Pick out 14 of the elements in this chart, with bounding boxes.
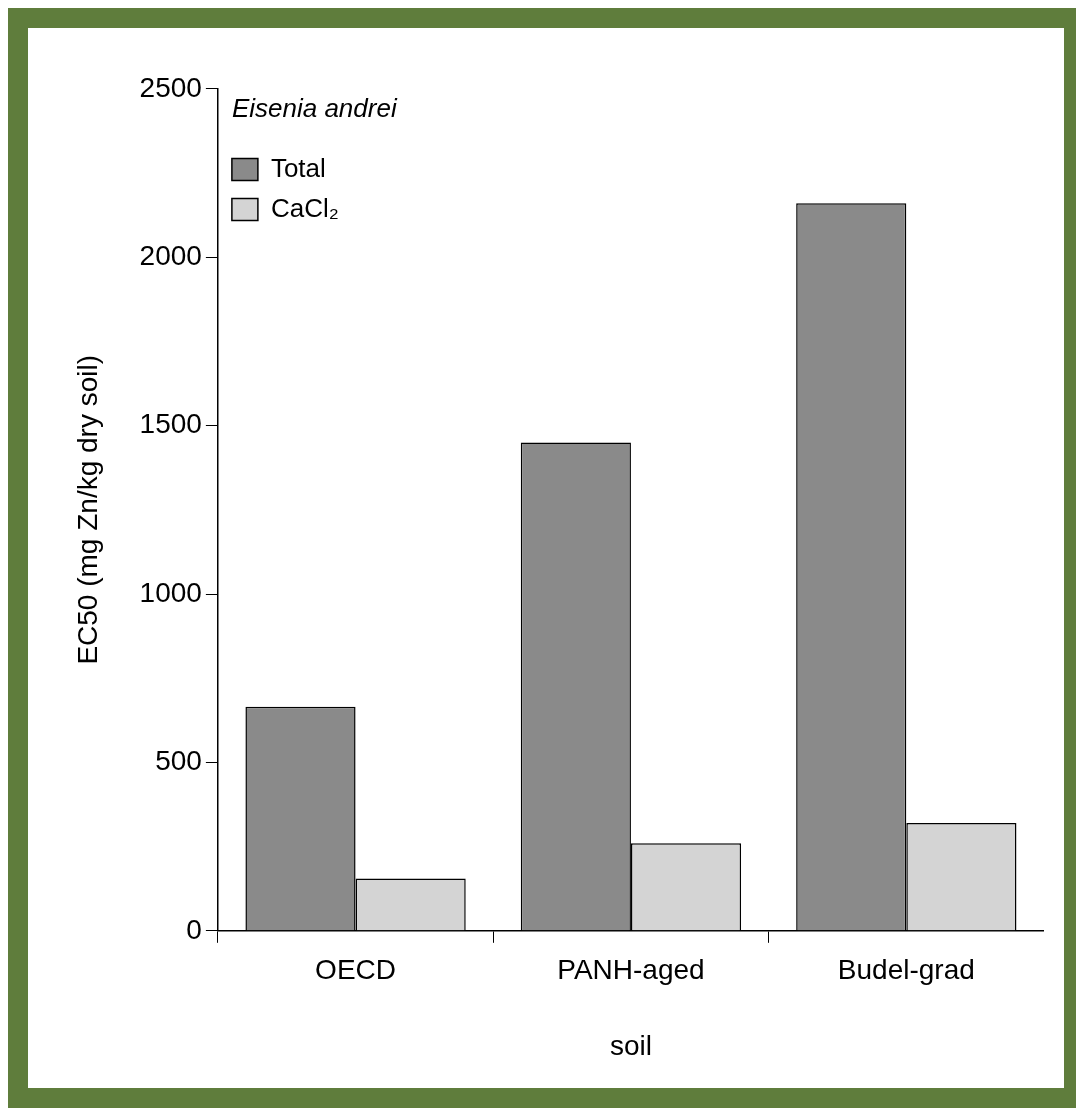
x-axis-title: soil — [609, 1029, 652, 1061]
legend-label: CaCl₂ — [270, 192, 339, 223]
x-tick-label: PANH-aged — [557, 954, 705, 986]
chart-title: Eisenia andrei — [231, 93, 398, 124]
y-tick-label: 2500 — [139, 71, 202, 103]
y-tick-label: 0 — [186, 913, 202, 945]
legend-label: Total — [270, 152, 326, 183]
y-tick-label: 1500 — [139, 408, 202, 440]
x-tick-label: Budel-grad — [837, 954, 975, 986]
y-tick-label: 1000 — [139, 576, 202, 608]
y-tick-label: 500 — [155, 745, 202, 777]
x-tick-label: OECD — [315, 954, 397, 986]
y-tick-label: 2000 — [139, 239, 202, 271]
y-axis-title: EC50 (mg Zn/kg dry soil) — [71, 354, 103, 665]
